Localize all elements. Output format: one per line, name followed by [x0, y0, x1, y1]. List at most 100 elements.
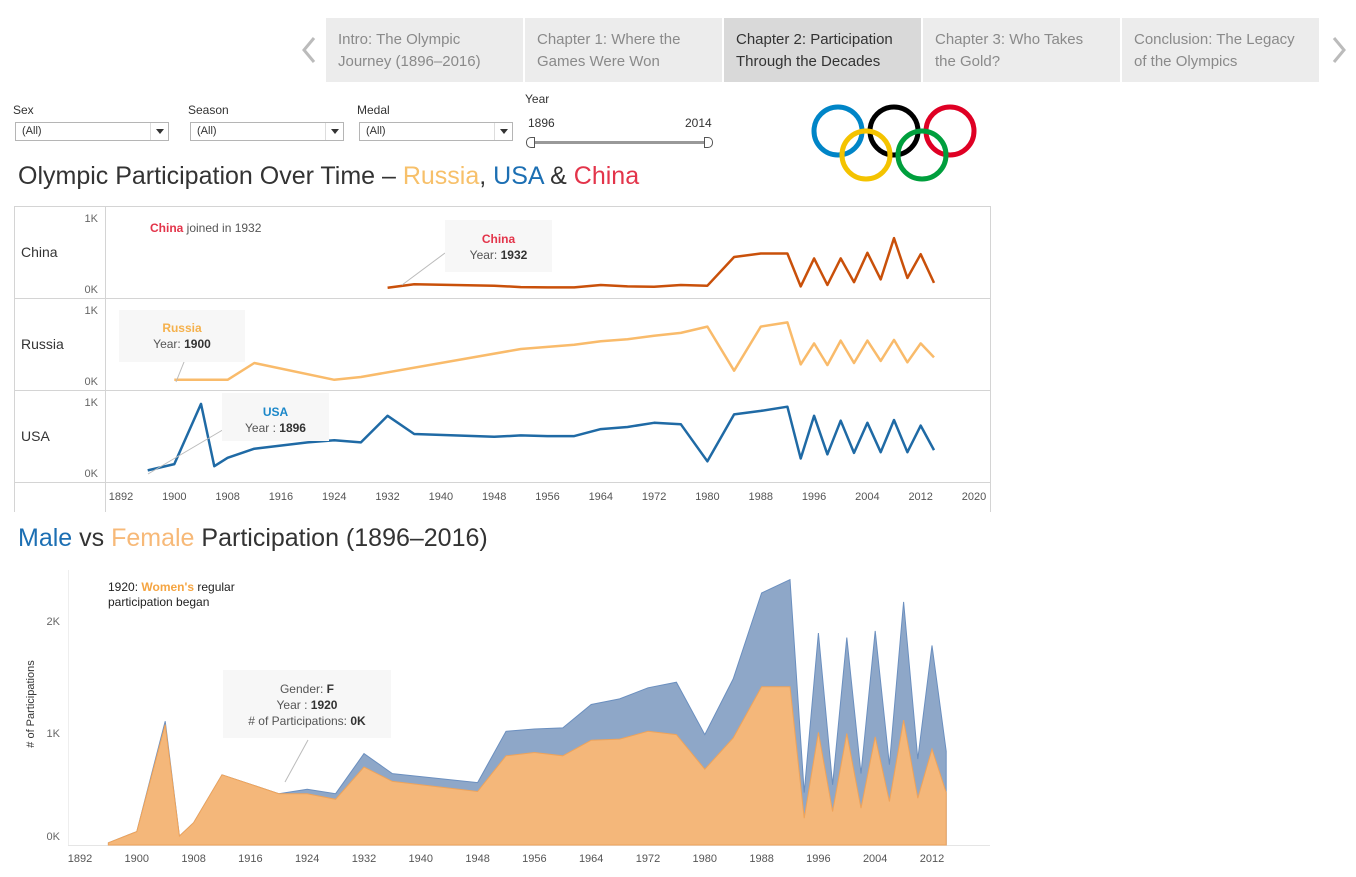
- tooltip-gender-value: F: [326, 682, 335, 696]
- tooltip-china-name: China: [481, 232, 516, 246]
- tooltip-russia-year: 1900: [184, 337, 211, 351]
- year-slider-track[interactable]: [531, 141, 709, 144]
- tooltip-usa: USA Year : 1896: [222, 393, 329, 441]
- chart1-xtick: 1956: [535, 491, 560, 503]
- season-filter-value: (All): [197, 125, 217, 137]
- chart2-ytick-0k: 0K: [46, 831, 60, 843]
- series-area-female: [107, 686, 947, 846]
- tooltip-china: China Year: 1932: [445, 220, 552, 272]
- season-filter-dropdown[interactable]: (All): [190, 122, 344, 141]
- sex-filter-dropdown[interactable]: (All): [15, 122, 169, 141]
- tooltip-china-label: Year:: [469, 248, 498, 262]
- chart2-areas: [107, 578, 947, 846]
- chart1-xtick: 2020: [961, 491, 987, 503]
- chart1-lines: [147, 236, 936, 475]
- women-annotation: 1920: Women's regular participation bega…: [108, 580, 235, 610]
- story-tab-intro[interactable]: Intro: The Olympic Journey (1896–2016): [326, 18, 523, 82]
- year-filter-min: 1896: [528, 116, 555, 130]
- chart1-row-divider: [14, 482, 991, 483]
- medal-filter-value: (All): [366, 125, 386, 137]
- chart1-title-china: China: [573, 162, 640, 190]
- tooltip-usa-name: USA: [262, 405, 289, 419]
- next-story-arrow-icon[interactable]: [1326, 30, 1350, 70]
- chart2-xtick: 1932: [351, 853, 377, 865]
- chevron-down-icon: [325, 123, 343, 140]
- chart2-xtick: 1892: [67, 853, 93, 865]
- chart1-xtick: 1948: [481, 491, 507, 503]
- chevron-down-icon: [494, 123, 512, 140]
- chart2-title-female: Female: [111, 524, 195, 552]
- chart1-xtick: 2004: [855, 491, 880, 503]
- series-line-russia: [174, 321, 935, 382]
- story-tab-chapter-1[interactable]: Chapter 1: Where the Games Were Won: [525, 18, 722, 82]
- chart1-title-usa: USA: [493, 162, 544, 190]
- ytick-russia-bottom: 0K: [84, 376, 98, 388]
- story-tab-chapter-3[interactable]: Chapter 3: Who Takes the Gold?: [923, 18, 1120, 82]
- chart1-xtick: 1908: [215, 491, 240, 503]
- chart2-xtick: 1980: [692, 853, 718, 865]
- story-tab-chapter-2[interactable]: Chapter 2: Participation Through the Dec…: [724, 18, 921, 82]
- chart1-title: Olympic Participation Over Time – Russia…: [18, 162, 639, 191]
- chart2-xtick: 1940: [408, 853, 434, 865]
- chart1-row-divider: [14, 298, 991, 299]
- women-annotation-year: 1920:: [108, 580, 142, 594]
- tooltip-russia-label: Year:: [153, 337, 181, 351]
- year-filter-max: 2014: [685, 116, 712, 130]
- year-slider-min-handle[interactable]: [526, 137, 535, 148]
- chart2-xtick: 1916: [238, 853, 263, 865]
- chart1-xtick: 1980: [695, 491, 720, 503]
- chart1-frame: [14, 206, 991, 512]
- chart1-title-russia: Russia: [402, 162, 480, 190]
- tooltip-russia-name: Russia: [162, 321, 202, 335]
- tooltip-china-year: 1932: [500, 248, 528, 262]
- tooltip-usa-label: Year :: [245, 421, 276, 435]
- ytick-china-bottom: 0K: [84, 284, 98, 296]
- medal-filter-dropdown[interactable]: (All): [359, 122, 513, 141]
- row-label-russia: Russia: [21, 336, 64, 352]
- row-label-usa: USA: [21, 428, 50, 444]
- sex-filter-value: (All): [22, 125, 42, 137]
- chart2-xtick: 2012: [919, 853, 945, 865]
- prev-story-arrow-icon[interactable]: [298, 30, 322, 70]
- chart2-xtick: 1964: [578, 853, 604, 865]
- chart1-title-prefix: Olympic Participation Over Time –: [18, 162, 403, 190]
- china-joined-annotation: China joined in 1932: [150, 221, 261, 235]
- chart1-row-divider: [14, 390, 991, 391]
- tooltip-leader-line: [147, 427, 227, 475]
- tooltip-year-value: 1920: [310, 698, 338, 712]
- year-slider-max-handle[interactable]: [704, 137, 713, 148]
- chart1-title-sep: ,: [479, 162, 494, 190]
- chart2-axis-line: [68, 570, 69, 846]
- ytick-usa-bottom: 0K: [84, 468, 98, 480]
- ytick-russia-top: 1K: [84, 305, 98, 317]
- story-tab-conclusion[interactable]: Conclusion: The Legacy of the Olympics: [1122, 18, 1319, 82]
- year-filter-label: Year: [525, 94, 550, 104]
- chart1-xtick: 1932: [375, 491, 400, 503]
- row-label-china: China: [21, 244, 58, 260]
- sex-filter-label: Sex: [13, 103, 34, 117]
- chart1-axis-divider: [105, 206, 106, 512]
- chart2-ytick-1k: 1K: [46, 728, 60, 740]
- chart2-xtick: 1956: [522, 853, 547, 865]
- chart2-title-male: Male: [18, 524, 73, 552]
- tooltip-year-label: Year :: [276, 698, 308, 712]
- season-filter-label: Season: [188, 103, 229, 117]
- tooltip-leader-line: [401, 252, 446, 286]
- chart1-xtick: 1892: [108, 491, 134, 503]
- chart1-xtick: 1916: [268, 491, 294, 503]
- chart1-xtick: 1988: [748, 491, 773, 503]
- tooltip-count-value: 0K: [350, 714, 366, 728]
- chart2-xtick: 1908: [181, 853, 206, 865]
- chart2-xtick: 2004: [862, 853, 888, 865]
- tooltip-count-label: # of Participations:: [248, 714, 348, 728]
- china-annotation-text: joined in 1932: [183, 221, 262, 235]
- china-annotation-name: China: [150, 221, 184, 235]
- chart1-xtick: 2012: [908, 491, 933, 503]
- chart2-xtick: 1996: [806, 853, 831, 865]
- chart2-title-rest: Participation (1896–2016): [194, 524, 488, 552]
- ytick-usa-top: 1K: [84, 397, 98, 409]
- medal-filter-label: Medal: [357, 103, 390, 117]
- women-annotation-women: Women's: [141, 580, 195, 594]
- tooltip-russia: Russia Year: 1900: [119, 310, 245, 362]
- ytick-china-top: 1K: [84, 213, 98, 225]
